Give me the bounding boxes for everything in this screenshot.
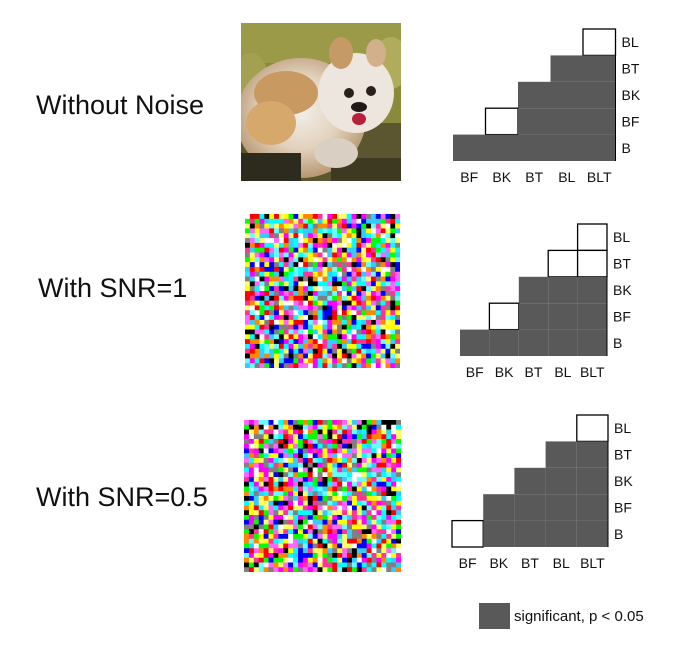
legend: significant, p < 0.05 [479,603,644,629]
cell-significant [576,520,608,547]
cell-significant [545,494,577,521]
cell-significant [550,81,583,109]
row-tick-label: BT [622,61,640,77]
cell-significant [583,55,616,82]
cell-significant [550,55,583,82]
cell-significant [577,276,607,304]
column-tick-label: BT [525,169,543,185]
column-tick-label: BF [466,364,484,380]
cell-significant [483,494,515,521]
cell-not-significant [576,223,608,252]
legend-swatch-significant [479,603,510,629]
cell-significant [489,329,519,356]
cell-not-significant [582,28,617,57]
column-tick-label: BL [553,555,570,571]
cell-significant [548,329,578,356]
cell-not-significant [484,107,519,136]
column-tick-label: BT [525,364,543,380]
stair-chart-snr-0.5: BL BT BK BF B BF BK BT BL BLT [451,414,672,580]
row-tick-label: BT [613,256,631,272]
cell-not-significant [451,519,484,548]
cell-significant [576,441,608,468]
row-tick-label: BK [622,87,641,103]
cell-significant [550,134,583,161]
cell-significant [518,81,551,109]
row-tick-label: BL [614,420,631,436]
cell-not-significant [576,249,608,278]
row-tick-label: BL [622,34,639,50]
cell-significant [485,134,518,161]
cell-significant [550,108,583,135]
cell-significant [518,134,551,161]
cell-significant [483,520,515,547]
cell-significant [453,134,486,161]
cell-significant [545,520,577,547]
cell-significant [514,494,546,521]
cell-significant [577,329,607,356]
row-tick-label: BT [614,447,632,463]
column-tick-label: BL [554,364,571,380]
cell-significant [577,303,607,330]
cell-not-significant [547,249,579,278]
column-tick-label: BLT [580,555,605,571]
row-label-without-noise: Without Noise [36,90,205,120]
row-tick-label: B [622,140,631,156]
cell-significant [514,467,546,495]
row-tick-label: BF [613,308,631,324]
cell-significant [518,329,549,356]
column-tick-label: BF [459,555,477,571]
cell-significant [518,276,549,304]
cell-significant [514,520,546,547]
cell-significant [548,276,578,304]
row-tick-label: BK [614,473,633,489]
row-tick-label: BF [622,113,640,129]
cell-significant [576,467,608,495]
column-tick-label: BK [489,555,508,571]
row-label-snr-1: With SNR=1 [38,273,188,303]
column-tick-label: BLT [580,364,605,380]
row-tick-label: BF [614,499,632,515]
cell-significant [545,467,577,495]
noise-image-snr-1 [245,214,400,368]
row-tick-label: BL [613,229,630,245]
cell-significant [518,108,551,135]
row-tick-label: BK [613,282,632,298]
cell-not-significant [576,414,609,443]
dog-photo [241,23,401,181]
cell-significant [548,303,578,330]
stair-chart-snr-1: BL BT BK BF B BF BK BT BL BLT [460,223,670,389]
stair-chart-without-noise: BL BT BK BF B BF BK BT BL BLT [453,28,673,194]
column-tick-label: BF [460,169,478,185]
row-label-snr-0.5: With SNR=0.5 [36,482,208,512]
column-tick-label: BL [558,169,575,185]
cell-significant [583,108,616,135]
cell-not-significant [488,302,520,331]
column-tick-label: BK [492,169,511,185]
cell-significant [545,441,577,468]
cell-significant [460,329,490,356]
cell-significant [576,494,608,521]
column-tick-label: BT [521,555,539,571]
cell-significant [583,134,616,161]
column-tick-label: BK [495,364,514,380]
cell-significant [583,81,616,109]
noise-image-snr-0.5 [244,420,401,572]
row-tick-label: B [613,335,622,351]
column-tick-label: BLT [587,169,612,185]
cell-significant [518,303,549,330]
row-tick-label: B [614,526,623,542]
legend-label: significant, p < 0.05 [514,607,644,625]
